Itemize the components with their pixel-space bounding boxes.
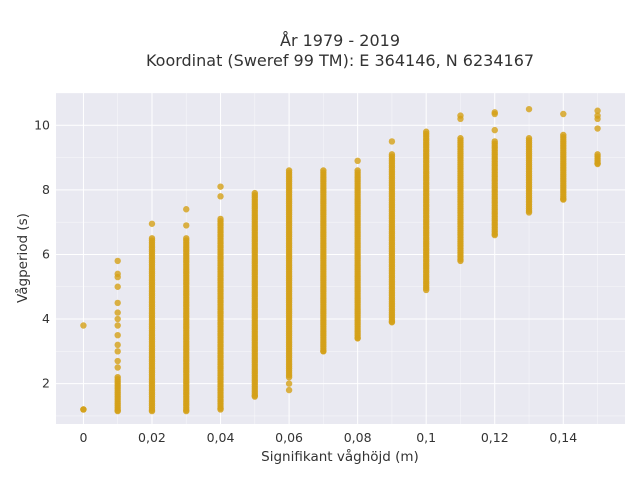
x-tick-label: 0,08 [344,430,372,445]
data-point [560,110,567,118]
data-point [114,331,121,339]
data-point [457,112,464,119]
data-point [80,406,87,413]
data-point [594,160,601,168]
data-point [183,407,190,415]
data-point [457,257,464,265]
data-point [148,407,156,415]
y-axis-label: Vågperiod (s) [14,213,31,303]
x-tick-label: 0 [79,430,87,445]
x-axis-label: Signifikant våghöjd (m) [261,448,419,465]
data-point [525,105,533,113]
data-column [285,167,293,394]
tick-labels: 0 0,02 0,04 0,06 0,08 0,1 0,12 0,14 2 4 6 8 10 [34,117,577,445]
data-point [114,364,121,371]
data-column [491,109,498,239]
data-point [183,222,190,229]
data-point [114,257,121,265]
data-point [285,373,293,381]
data-column [114,257,121,415]
plot-area [56,93,625,424]
data-column [388,138,396,326]
data-column [594,107,601,168]
data-column [217,183,224,413]
y-tick-label: 4 [42,311,50,326]
data-point [594,107,601,114]
data-point [183,206,190,213]
data-column [183,206,190,415]
data-column [80,322,87,413]
data-point [491,231,498,239]
data-column [457,112,464,265]
data-column [148,220,156,415]
x-tick-label: 0,06 [275,430,303,445]
data-column [560,110,567,203]
data-point [217,183,224,190]
data-point [594,125,601,132]
data-point [148,220,156,227]
x-tick-label: 0,14 [549,430,577,445]
data-points [80,105,601,415]
y-tick-label: 6 [42,246,50,261]
data-column [525,105,533,216]
data-point [388,138,396,145]
data-point [491,109,498,116]
data-point [354,157,361,165]
data-point [114,283,121,290]
data-point [320,348,327,355]
data-point [114,341,121,349]
data-point [251,393,259,400]
data-point [388,319,396,326]
x-tick-label: 0,02 [138,430,166,445]
data-point [560,196,567,203]
data-column [251,189,259,400]
data-column [422,128,430,294]
data-point [491,126,498,134]
data-point [114,322,121,329]
y-tick-label: 2 [42,376,50,391]
data-point [594,112,601,119]
data-point [114,299,121,307]
data-column [320,167,327,355]
data-point [217,406,224,413]
data-point [217,193,224,200]
chart-title-line2: Koordinat (Sweref 99 TM): E 364146, N 62… [146,51,534,70]
data-point [114,309,121,316]
x-tick-label: 0,1 [416,430,436,445]
data-point [114,270,121,278]
data-point [525,209,533,216]
data-point [114,315,121,323]
chart-title-line1: År 1979 - 2019 [280,31,400,50]
data-point [80,322,87,329]
data-point [114,407,121,415]
data-point [114,357,121,365]
y-tick-label: 8 [42,182,50,197]
data-point [285,380,293,387]
data-point [114,348,121,355]
data-point [354,335,361,342]
data-column [354,157,361,342]
data-point [285,386,293,394]
y-tick-label: 10 [34,117,50,132]
x-tick-label: 0,12 [481,430,509,445]
x-tick-label: 0,04 [207,430,235,445]
data-point [422,286,430,294]
